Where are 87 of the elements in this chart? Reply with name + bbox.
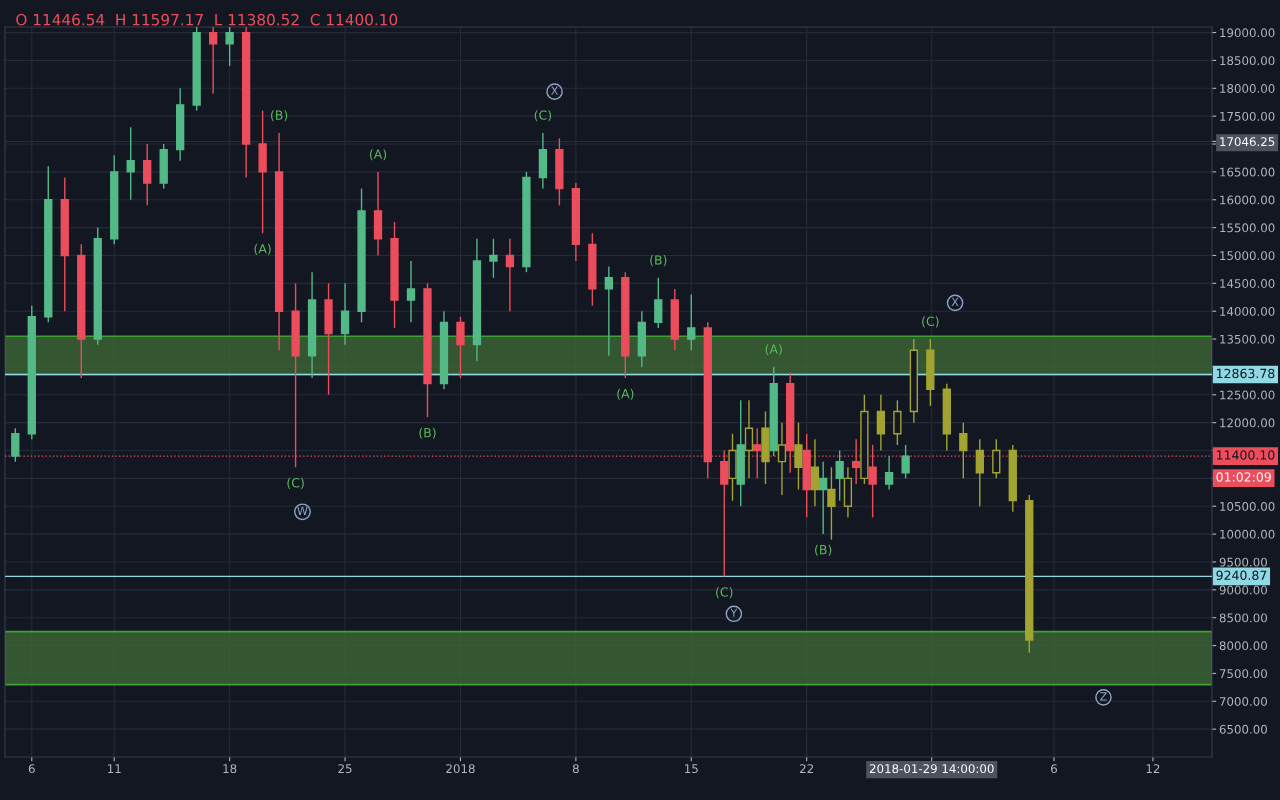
annotation: (A) bbox=[254, 243, 271, 255]
y-tick-label: 12000.00 bbox=[1220, 418, 1275, 428]
x-tick-label: 6 bbox=[1051, 764, 1058, 774]
candlestick bbox=[406, 260, 416, 324]
x-tick-label: 15 bbox=[685, 764, 698, 774]
candlestick bbox=[604, 265, 614, 357]
x-tick-label: 6 bbox=[28, 764, 35, 774]
y-tick-label: 14500.00 bbox=[1220, 279, 1275, 288]
candlestick bbox=[274, 132, 284, 351]
ref-line-label: 12863.78 bbox=[1216, 368, 1275, 379]
y-tick-label: 18500.00 bbox=[1220, 56, 1275, 66]
y-tick-label: 9500.00 bbox=[1219, 557, 1267, 567]
ref-line-label: 9240.87 bbox=[1216, 570, 1267, 581]
candlestick bbox=[876, 394, 886, 452]
candlestick bbox=[571, 182, 581, 262]
candlestick bbox=[637, 310, 646, 368]
x-tick-label: 18 bbox=[223, 764, 237, 774]
annotation: (C) bbox=[287, 477, 304, 489]
y-tick-label: 7000.00 bbox=[1219, 697, 1267, 706]
annotation: W bbox=[297, 506, 308, 515]
y-tick-label: 10000.00 bbox=[1220, 529, 1275, 539]
candlestick bbox=[307, 271, 317, 379]
annotation: (B) bbox=[650, 255, 667, 267]
candlestick bbox=[909, 338, 919, 424]
y-tick-label: 16000.00 bbox=[1220, 195, 1275, 205]
candlestick bbox=[373, 171, 383, 257]
candlestick bbox=[340, 282, 350, 346]
x-tick-label: 2018-01-29 14:00:00 bbox=[869, 764, 994, 774]
annotation: (C) bbox=[534, 110, 552, 122]
y-tick-label: 17500.00 bbox=[1220, 111, 1275, 121]
y-tick-label: 10500.00 bbox=[1220, 501, 1275, 511]
candlestick bbox=[439, 310, 449, 390]
candlestick bbox=[176, 87, 185, 162]
annotation: Y bbox=[730, 608, 738, 617]
y-tick-label: 15000.00 bbox=[1220, 251, 1275, 261]
annotation: (B) bbox=[815, 544, 832, 556]
candlestick bbox=[472, 238, 482, 363]
y-tick-label: 19000.00 bbox=[1220, 28, 1275, 38]
y-tick-label: 8500.00 bbox=[1219, 613, 1267, 623]
x-tick-label: 11 bbox=[108, 764, 121, 773]
annotation: (A) bbox=[617, 388, 634, 400]
x-tick-label: 12 bbox=[1146, 764, 1160, 773]
candlestick bbox=[241, 27, 251, 179]
candlestick bbox=[843, 466, 853, 519]
y-tick-label: 17046.25 bbox=[1220, 137, 1275, 147]
annotation: X bbox=[551, 86, 559, 95]
candlestick bbox=[208, 27, 218, 95]
annotation: (B) bbox=[419, 427, 436, 439]
y-tick-label: 16500.00 bbox=[1220, 167, 1275, 177]
y-tick-label: 9000.00 bbox=[1219, 585, 1267, 595]
y-tick-label: 6500.00 bbox=[1219, 724, 1267, 734]
y-tick-label: 12500.00 bbox=[1220, 390, 1275, 400]
candlestick bbox=[777, 421, 787, 496]
y-tick-label: 7500.00 bbox=[1219, 669, 1267, 679]
text: 01:02:09 bbox=[1216, 472, 1271, 482]
candlestick bbox=[258, 109, 267, 234]
y-tick-label: 14000.00 bbox=[1220, 306, 1275, 316]
x-tick-label: 25 bbox=[338, 764, 352, 774]
candlestick bbox=[942, 382, 951, 452]
y-tick-label: 13500.00 bbox=[1220, 334, 1275, 344]
chart-title: O 11446.54 H 11597.17 L 11380.52 C 11400.10 bbox=[16, 13, 398, 26]
ref-line-label: 11400.10 bbox=[1216, 450, 1275, 460]
candlestick bbox=[819, 460, 828, 535]
y-tick-label: 15500.00 bbox=[1220, 223, 1275, 233]
annotation: X bbox=[951, 297, 959, 306]
candlestick bbox=[827, 466, 836, 541]
annotation: (A) bbox=[369, 149, 387, 161]
annotation: (C) bbox=[922, 316, 939, 328]
candlestick bbox=[538, 132, 548, 190]
candlestick bbox=[794, 421, 803, 491]
annotation: (C) bbox=[716, 587, 733, 599]
candlestick bbox=[736, 399, 745, 507]
candlestick bbox=[126, 126, 135, 201]
candlestick bbox=[505, 238, 515, 312]
candlestick bbox=[810, 438, 820, 507]
x-tick-label: 2018 bbox=[446, 764, 475, 774]
annotation: (A) bbox=[765, 344, 782, 356]
candlestick bbox=[851, 438, 861, 485]
x-tick-label: 22 bbox=[800, 764, 814, 773]
candlestick bbox=[744, 399, 754, 480]
y-tick-label: 18000.00 bbox=[1220, 84, 1275, 93]
x-tick-label: 8 bbox=[572, 764, 579, 774]
annotation: (B) bbox=[271, 110, 288, 122]
y-tick-label: 8000.00 bbox=[1219, 641, 1267, 651]
annotation: Z bbox=[1100, 692, 1107, 701]
candlestick bbox=[884, 455, 894, 491]
candlestick bbox=[60, 176, 69, 312]
